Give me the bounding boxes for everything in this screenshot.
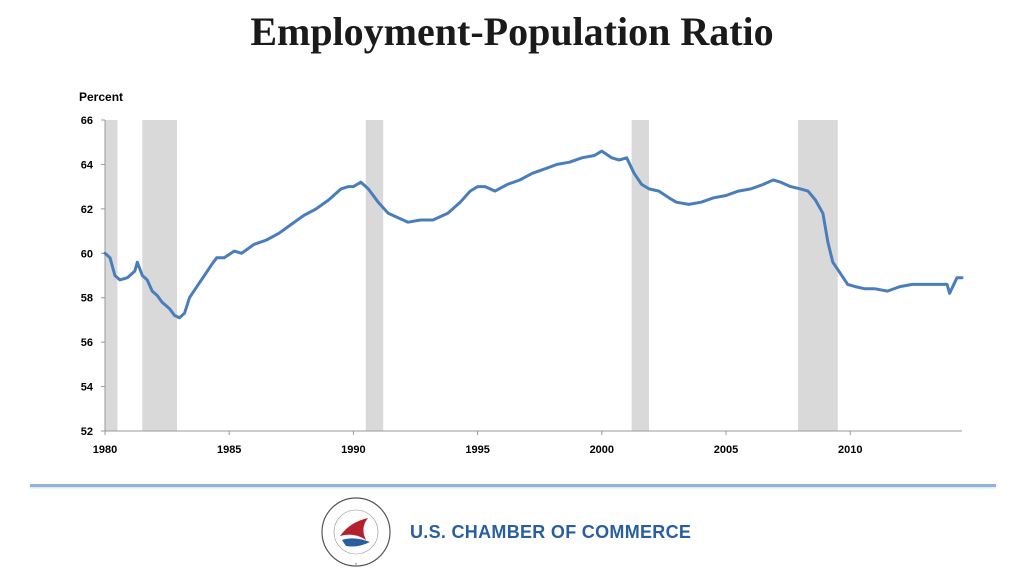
y-tick-label: 58 [81,293,93,305]
y-tick-label: 52 [81,426,93,438]
y-tick-labels: 52 54 56 58 60 62 64 66 [81,115,94,438]
series-lines [103,149,964,320]
y-axis-label: Percent [79,90,123,104]
svg-text:®: ® [355,562,358,566]
x-tick-label: 1995 [465,444,489,456]
y-tick-label: 64 [81,159,94,171]
x-tick-label: 1980 [93,444,117,456]
recession-band-2 [365,120,384,431]
y-tick-label: 54 [81,382,94,394]
footer-divider [30,484,996,487]
y-tick-label: 66 [81,115,93,127]
page-title: Employment-Population Ratio [250,9,774,54]
recession-band-3 [631,120,650,431]
y-tick-label: 56 [81,337,93,349]
x-tick-label: 1985 [217,444,241,456]
x-tick-label: 2010 [838,444,862,456]
recession-band-1 [142,120,178,431]
chamber-brand-name: U.S. CHAMBER OF COMMERCE [410,521,692,542]
series-line-0 [103,149,964,320]
y-tick-label: 60 [81,248,93,260]
x-tick-label: 2000 [590,444,614,456]
x-tick-label: 1990 [341,444,365,456]
x-tick-labels: 1980 1985 1990 1995 2000 2005 2010 [93,444,863,456]
recession-band-0 [105,120,118,431]
chart-axes [101,119,962,435]
footer: ® U.S. CHAMBER OF COMMERCE [320,496,691,568]
recession-band-4 [798,120,838,431]
recession-bands [105,120,838,431]
y-tick-label: 62 [81,204,93,216]
employment-population-chart: 52 54 56 58 60 62 64 66 1980 1985 1990 1995 2000 200… [79,90,964,456]
x-tick-label: 2005 [714,444,738,456]
chamber-seal-logo: ® [321,497,391,567]
